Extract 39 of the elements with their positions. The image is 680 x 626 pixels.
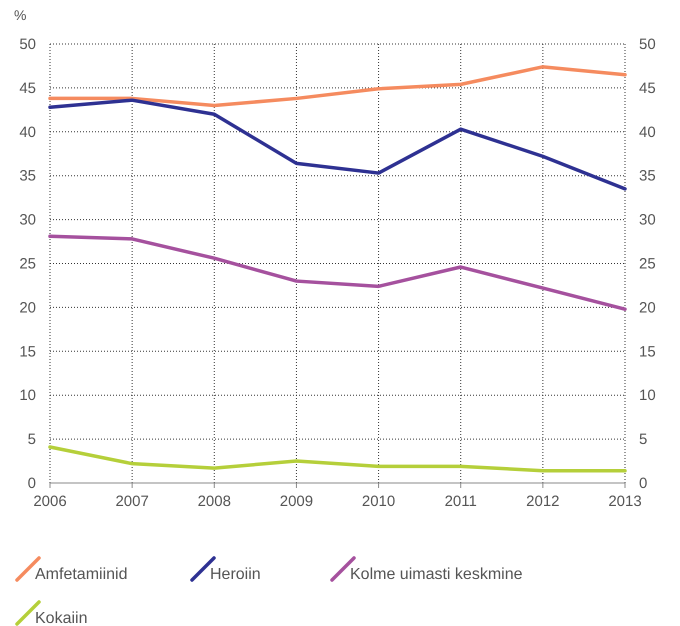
y2-tick-label: 25 (639, 256, 656, 272)
y2-tick-label: 50 (639, 36, 656, 53)
y-tick-label: 10 (19, 387, 36, 404)
y-tick-label: 50 (19, 36, 36, 53)
x-tick-label: 2009 (280, 493, 314, 510)
y-tick-label: 5 (28, 431, 36, 448)
y-axis-title: % (14, 7, 26, 23)
y-tick-label: 40 (19, 124, 36, 141)
y2-tick-label: 45 (639, 80, 656, 97)
y2-tick-label: 10 (639, 387, 656, 404)
line-series (48, 234, 627, 311)
y-tick-label: 0 (28, 475, 36, 492)
y-tick-label: 30 (19, 212, 36, 229)
y2-tick-label: 15 (639, 343, 656, 360)
x-tick-label: 2012 (526, 493, 560, 510)
x-tick-label: 2006 (33, 493, 67, 510)
line-series (48, 65, 627, 108)
y2-tick-label: 40 (639, 124, 656, 141)
legend-label: Heroiin (210, 566, 261, 583)
legend-label: Kokaiin (35, 610, 88, 626)
x-tick-label: 2007 (115, 493, 149, 510)
y2-tick-label: 0 (639, 475, 648, 492)
y-tick-label: 15 (19, 343, 36, 360)
y2-tick-label: 20 (639, 299, 656, 316)
y2-tick-label: 30 (639, 212, 656, 229)
legend-label: Amfetamiinid (35, 566, 128, 583)
y2-tick-label: 35 (639, 168, 656, 185)
y-tick-label: 45 (19, 80, 36, 97)
legend-label: Kolme uimasti keskmine (350, 566, 523, 583)
line-series (48, 445, 627, 472)
y-tick-label: 20 (19, 299, 36, 316)
line-series (48, 98, 627, 191)
x-tick-label: 2011 (444, 493, 477, 510)
x-tick-label: 2010 (362, 493, 396, 510)
y2-tick-label: 5 (639, 431, 648, 448)
x-tick-label: 2008 (198, 493, 231, 510)
x-tick-label: 2013 (608, 493, 642, 510)
y-tick-label: 35 (19, 168, 36, 185)
y-tick-label: 25 (19, 256, 36, 272)
